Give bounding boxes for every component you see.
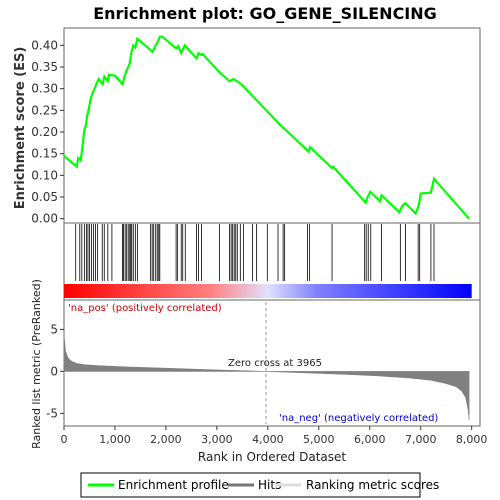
ranking-metric-area <box>63 333 470 421</box>
es-y-axis-label: Enrichment score (ES) <box>13 47 28 210</box>
na-neg-label: 'na_neg' (negatively correlated) <box>279 413 438 424</box>
zero-cross-label: Zero cross at 3965 <box>228 358 322 369</box>
es-y-tick-label: 0.00 <box>31 212 58 226</box>
metric-panel: -5 0 5 <box>46 302 470 424</box>
na-pos-label: 'na_pos' (positively correlated) <box>68 303 222 314</box>
metric-y-axis-label: Ranked list metric (PreRanked) <box>30 279 43 449</box>
x-tick-label: 0 <box>61 433 68 446</box>
legend-label-enrichment: Enrichment profile <box>118 478 229 492</box>
metric-y-tick-label: 0 <box>50 364 58 378</box>
es-y-tick-label: 0.30 <box>31 82 58 96</box>
x-tick-label: 6,000 <box>354 433 386 446</box>
x-axis-label: Rank in Ordered Dataset <box>198 450 346 464</box>
x-tick-label: 1,000 <box>99 433 131 446</box>
es-y-tick-label: 0.15 <box>31 147 58 161</box>
legend-label-metric: Ranking metric scores <box>306 478 439 492</box>
rank-color-bar <box>64 284 472 298</box>
enrichment-profile-line <box>63 35 470 220</box>
x-tick-label: 4,000 <box>252 433 284 446</box>
hits-panel <box>64 224 472 298</box>
es-y-tick-label: 0.10 <box>31 168 58 182</box>
x-axis: 0 1,000 2,000 3,000 4,000 5,000 6,000 7,000 8,00… <box>61 426 488 446</box>
es-y-tick-label: 0.25 <box>31 103 58 117</box>
es-y-tick-label: 0.40 <box>31 38 58 52</box>
legend-label-hits: Hits <box>258 478 281 492</box>
es-y-tick-label: 0.35 <box>31 60 58 74</box>
x-tick-label: 5,000 <box>303 433 335 446</box>
x-tick-label: 7,000 <box>405 433 437 446</box>
metric-y-tick-label: 5 <box>50 322 58 336</box>
metric-y-tick-label: -5 <box>46 406 58 420</box>
es-panel: 0.00 0.05 0.10 0.15 0.20 0.25 0.30 0.35 0.40 <box>31 35 470 226</box>
x-tick-label: 8,000 <box>456 433 488 446</box>
es-panel-frame <box>63 27 481 224</box>
x-tick-label: 2,000 <box>150 433 182 446</box>
es-y-tick-label: 0.05 <box>31 190 58 204</box>
legend: Enrichment profile Hits Ranking metric s… <box>80 472 439 498</box>
metric-panel-frame <box>63 299 481 427</box>
es-y-tick-label: 0.20 <box>31 125 58 139</box>
chart-title: Enrichment plot: GO_GENE_SILENCING <box>93 4 437 23</box>
x-tick-label: 3,000 <box>201 433 233 446</box>
